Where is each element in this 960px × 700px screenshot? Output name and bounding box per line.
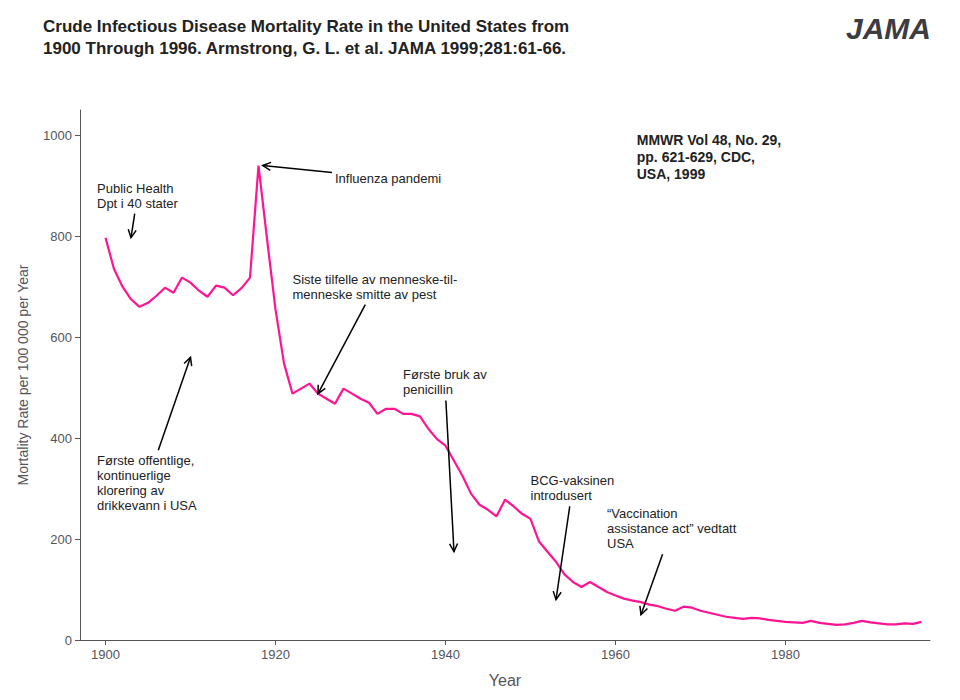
svg-text:Public Health: Public Health	[97, 181, 174, 196]
svg-text:1900 Through 1996. Armstrong,: 1900 Through 1996. Armstrong, G. L. et a…	[43, 39, 566, 58]
svg-text:kontinuerlige: kontinuerlige	[97, 468, 171, 483]
svg-text:Influenza pandemi: Influenza pandemi	[335, 171, 441, 186]
svg-text:200: 200	[50, 532, 72, 547]
svg-text:MMWR Vol 48, No. 29,: MMWR Vol 48, No. 29,	[637, 132, 781, 148]
svg-text:400: 400	[50, 431, 72, 446]
svg-text:600: 600	[50, 330, 72, 345]
svg-text:1000: 1000	[43, 128, 72, 143]
svg-text:Dpt i 40 stater: Dpt i 40 stater	[97, 196, 179, 211]
svg-text:JAMA: JAMA	[846, 12, 931, 45]
svg-text:0: 0	[65, 633, 72, 648]
svg-text:drikkevann i USA: drikkevann i USA	[97, 498, 197, 513]
svg-text:Year: Year	[489, 672, 522, 689]
svg-text:1960: 1960	[601, 647, 630, 662]
svg-text:introdusert: introdusert	[531, 488, 593, 503]
svg-text:1900: 1900	[91, 647, 120, 662]
svg-text:800: 800	[50, 229, 72, 244]
svg-text:USA: USA	[607, 536, 634, 551]
svg-text:1980: 1980	[771, 647, 800, 662]
svg-text:USA, 1999: USA, 1999	[637, 166, 706, 182]
svg-text:Mortality Rate per 100 000 per: Mortality Rate per 100 000 per Year	[15, 264, 31, 485]
svg-text:1920: 1920	[261, 647, 290, 662]
svg-text:pp. 621-629, CDC,: pp. 621-629, CDC,	[637, 149, 755, 165]
svg-text:assistance act” vedtatt: assistance act” vedtatt	[607, 521, 737, 536]
svg-text:menneske smitte av pest: menneske smitte av pest	[293, 287, 437, 302]
svg-text:“Vaccination: “Vaccination	[607, 506, 678, 521]
svg-text:penicillin: penicillin	[403, 382, 453, 397]
svg-text:Første bruk av: Første bruk av	[403, 367, 487, 382]
svg-text:Siste tilfelle av menneske-til: Siste tilfelle av menneske-til-	[293, 272, 458, 287]
svg-text:klorering av: klorering av	[97, 483, 165, 498]
svg-text:Første offentlige,: Første offentlige,	[97, 453, 194, 468]
svg-text:Crude Infectious Disease Morta: Crude Infectious Disease Mortality Rate …	[43, 17, 569, 36]
svg-text:1940: 1940	[431, 647, 460, 662]
svg-text:BCG-vaksinen: BCG-vaksinen	[531, 473, 615, 488]
